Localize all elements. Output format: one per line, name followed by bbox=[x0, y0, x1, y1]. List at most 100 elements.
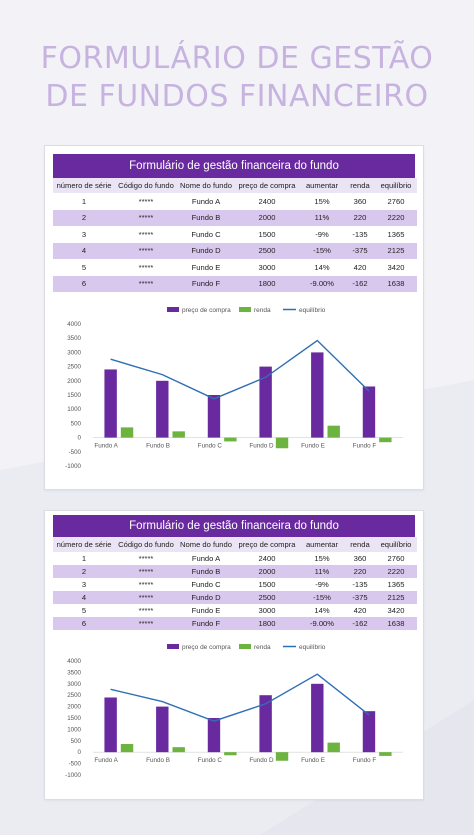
fund-table: número de série Código do fundo Nome do … bbox=[53, 537, 417, 630]
table-cell: Fundo C bbox=[177, 226, 235, 243]
table-cell: -9.00% bbox=[299, 275, 345, 292]
table-cell: 3 bbox=[53, 226, 115, 243]
column-header: Nome do fundo bbox=[177, 537, 235, 552]
table-row: 6 ***** Fundo F 1800 -9.00% -162 1638 bbox=[53, 617, 417, 630]
x-tick-label: Fundo D bbox=[249, 757, 274, 764]
y-tick-label: 3500 bbox=[67, 669, 81, 676]
table-cell: Fundo A bbox=[177, 193, 235, 210]
table-cell: ***** bbox=[115, 275, 177, 292]
legend-label-purchase: preço de compra bbox=[182, 644, 231, 651]
table-cell: 1500 bbox=[235, 578, 299, 591]
legend-swatch-purchase bbox=[167, 644, 179, 649]
fund-chart: preço de compra renda equilíbrio 4000 3500 30… bbox=[53, 298, 417, 488]
y-tick-label: 1000 bbox=[67, 726, 81, 733]
column-header: equilíbrio bbox=[375, 537, 417, 552]
y-tick-label: 0 bbox=[78, 749, 82, 756]
column-header: Código do fundo bbox=[115, 178, 177, 193]
table-row: 6 ***** Fundo F 1800 -9.00% -162 1638 bbox=[53, 275, 417, 292]
table-cell: ***** bbox=[115, 226, 177, 243]
table-row: 3 ***** Fundo C 1500 -9% -135 1365 bbox=[53, 226, 417, 243]
y-tick-label: 0 bbox=[78, 435, 82, 442]
y-tick-label: 2500 bbox=[67, 692, 81, 699]
table-cell: 2400 bbox=[235, 552, 299, 565]
column-header: número de série bbox=[53, 537, 115, 552]
table-cell: -9.00% bbox=[299, 617, 345, 630]
table-cell: -162 bbox=[345, 275, 375, 292]
y-tick-label: 2500 bbox=[67, 364, 81, 371]
legend-swatch-income bbox=[239, 307, 251, 312]
table-cell: ***** bbox=[115, 591, 177, 604]
bar-purchase-price bbox=[104, 369, 117, 438]
bar-purchase-price bbox=[311, 352, 324, 438]
table-header-row: número de série Código do fundo Nome do … bbox=[53, 178, 417, 193]
table-cell: -135 bbox=[345, 578, 375, 591]
fund-chart-svg: preço de compra renda equilíbrio 4000 3500 30… bbox=[65, 644, 403, 779]
table-cell: 3420 bbox=[375, 259, 417, 276]
table-cell: 360 bbox=[345, 552, 375, 565]
x-tick-label: Fundo D bbox=[249, 443, 274, 450]
y-tick-label: 1500 bbox=[67, 715, 81, 722]
table-title: Formulário de gestão financeira do fundo bbox=[53, 154, 415, 178]
x-tick-label: Fundo C bbox=[198, 757, 223, 764]
bar-income bbox=[275, 437, 289, 449]
bar-income bbox=[379, 437, 392, 443]
table-cell: -135 bbox=[345, 226, 375, 243]
table-cell: -162 bbox=[345, 617, 375, 630]
table-row: 4 ***** Fundo D 2500 -15% -375 2125 bbox=[53, 242, 417, 259]
y-tick-label: -1000 bbox=[65, 463, 81, 470]
table-cell: 1800 bbox=[235, 275, 299, 292]
table-cell: 2000 bbox=[235, 209, 299, 226]
legend-label-balance: equilíbrio bbox=[299, 644, 326, 651]
column-header: renda bbox=[345, 537, 375, 552]
y-tick-label: 500 bbox=[71, 738, 82, 745]
table-row: 3 ***** Fundo C 1500 -9% -135 1365 bbox=[53, 578, 417, 591]
table-title: Formulário de gestão financeira do fundo bbox=[53, 515, 415, 537]
table-cell: ***** bbox=[115, 242, 177, 259]
table-row: 1 ***** Fundo A 2400 15% 360 2760 bbox=[53, 193, 417, 210]
table-cell: 1365 bbox=[375, 226, 417, 243]
table-cell: -9% bbox=[299, 226, 345, 243]
fund-table: número de série Código do fundo Nome do … bbox=[53, 178, 417, 292]
x-tick-label: Fundo E bbox=[301, 443, 325, 450]
document-title-line-1: FORMULÁRIO DE GESTÃO bbox=[40, 41, 434, 76]
table-cell: 15% bbox=[299, 193, 345, 210]
x-tick-label: Fundo A bbox=[94, 757, 118, 764]
table-cell: 1638 bbox=[375, 275, 417, 292]
table-cell: Fundo A bbox=[177, 552, 235, 565]
table-row: 2 ***** Fundo B 2000 11% 220 2220 bbox=[53, 565, 417, 578]
table-cell: 2220 bbox=[375, 565, 417, 578]
table-cell: ***** bbox=[115, 604, 177, 617]
table-header-row: número de série Código do fundo Nome do … bbox=[53, 537, 417, 552]
table-cell: 14% bbox=[299, 604, 345, 617]
y-tick-label: -1000 bbox=[65, 772, 81, 779]
column-header: Código do fundo bbox=[115, 537, 177, 552]
y-tick-label: 500 bbox=[71, 420, 82, 427]
column-header: aumentar bbox=[299, 178, 345, 193]
bar-income bbox=[120, 427, 134, 438]
table-cell: Fundo B bbox=[177, 209, 235, 226]
x-tick-label: Fundo C bbox=[198, 443, 223, 450]
legend-swatch-purchase bbox=[167, 307, 179, 312]
table-cell: -15% bbox=[299, 591, 345, 604]
table-cell: 6 bbox=[53, 275, 115, 292]
chart-legend: preço de compra renda equilíbrio bbox=[167, 307, 326, 314]
bar-purchase-price bbox=[156, 380, 169, 438]
table-cell: ***** bbox=[115, 578, 177, 591]
table-row: 2 ***** Fundo B 2000 11% 220 2220 bbox=[53, 209, 417, 226]
table-cell: Fundo C bbox=[177, 578, 235, 591]
table-cell: Fundo E bbox=[177, 259, 235, 276]
table-cell: 1365 bbox=[375, 578, 417, 591]
chart-legend: preço de compra renda equilíbrio bbox=[167, 644, 326, 651]
table-cell: Fundo B bbox=[177, 565, 235, 578]
bar-income bbox=[327, 425, 340, 438]
y-tick-label: 4000 bbox=[67, 321, 81, 328]
x-tick-label: Fundo E bbox=[301, 757, 325, 764]
table-cell: 2125 bbox=[375, 242, 417, 259]
table-cell: -375 bbox=[345, 591, 375, 604]
y-tick-label: 2000 bbox=[67, 378, 81, 385]
table-cell: 360 bbox=[345, 193, 375, 210]
legend-label-balance: equilíbrio bbox=[299, 307, 326, 314]
table-cell: 2760 bbox=[375, 193, 417, 210]
column-header: renda bbox=[345, 178, 375, 193]
table-cell: 4 bbox=[53, 591, 115, 604]
